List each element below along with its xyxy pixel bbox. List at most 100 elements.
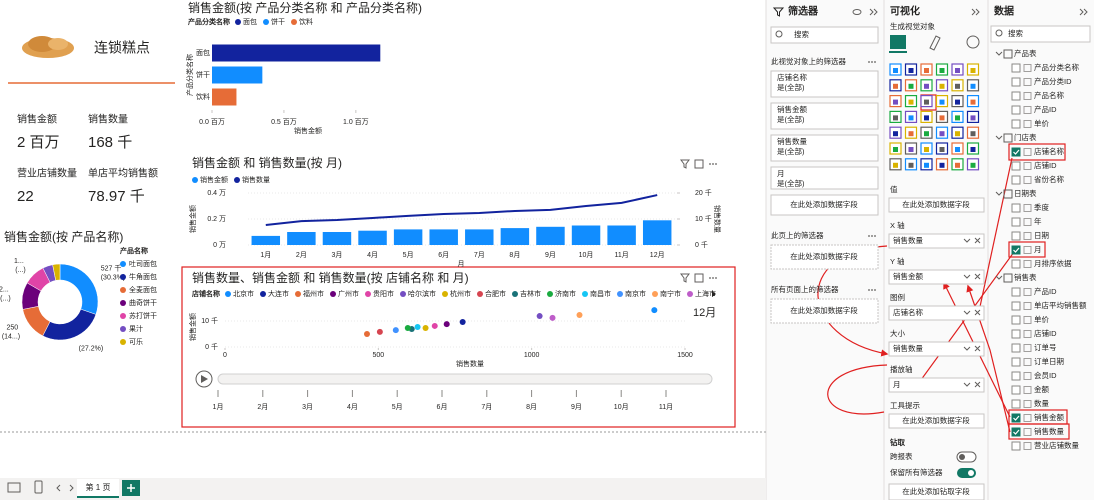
well-dropdown-icon[interactable]	[963, 382, 971, 387]
more-options-icon[interactable]	[712, 163, 714, 165]
page-tab[interactable]	[77, 479, 119, 498]
field-checkbox[interactable]	[1011, 287, 1021, 297]
field-checkbox[interactable]	[1011, 329, 1021, 339]
field-checkbox[interactable]	[1011, 259, 1021, 269]
field-name[interactable]: 产品名称	[1034, 90, 1064, 100]
more-options-icon[interactable]	[868, 235, 870, 237]
field-well[interactable]	[888, 233, 985, 249]
filter-card[interactable]	[770, 102, 879, 130]
more-options-icon[interactable]	[709, 163, 711, 165]
field-checkbox[interactable]	[1011, 413, 1021, 423]
field-well[interactable]	[888, 197, 985, 213]
expand-icon[interactable]	[995, 135, 1003, 140]
field-name[interactable]: 日期	[1034, 231, 1049, 240]
field-name[interactable]: 单店平均销售额	[1034, 300, 1087, 310]
well-remove-icon[interactable]	[974, 273, 981, 280]
more-options-icon[interactable]	[868, 61, 870, 63]
field-checkbox[interactable]	[1011, 217, 1021, 227]
field-name[interactable]: 月	[1034, 245, 1042, 254]
analytics-tab[interactable]	[966, 35, 980, 49]
visibility-icon[interactable]	[852, 9, 862, 15]
filter-icon[interactable]	[680, 159, 690, 169]
field-checkbox[interactable]	[1011, 357, 1021, 367]
more-options-icon[interactable]	[871, 61, 873, 63]
field-checkbox[interactable]	[1011, 147, 1021, 157]
field-name[interactable]: 省份名称	[1034, 174, 1064, 184]
field-checkbox[interactable]	[1011, 371, 1021, 381]
field-name[interactable]: 店铺名称	[1034, 146, 1064, 156]
field-checkbox[interactable]	[1011, 385, 1021, 395]
field-name[interactable]: 单价	[1034, 118, 1050, 128]
field-name[interactable]: 店铺ID	[1034, 328, 1057, 338]
field-checkbox[interactable]	[1011, 315, 1021, 325]
mobile-view-button[interactable]	[34, 480, 43, 494]
expand-icon[interactable]	[995, 275, 1003, 280]
field-checkbox[interactable]	[1011, 245, 1021, 255]
well-remove-icon[interactable]	[974, 345, 981, 352]
field-name[interactable]: 月排序依据	[1034, 258, 1072, 268]
field-well[interactable]	[888, 341, 985, 357]
field-well[interactable]	[888, 413, 985, 429]
field-checkbox[interactable]	[1011, 343, 1021, 353]
table-name[interactable]: 销售表	[1014, 272, 1037, 282]
focus-mode-icon[interactable]	[694, 159, 704, 169]
drop-zone[interactable]	[770, 298, 879, 324]
more-options-icon[interactable]	[715, 163, 717, 165]
field-name[interactable]: 产品ID	[1034, 104, 1057, 114]
more-options-icon[interactable]	[874, 289, 876, 291]
more-options-icon[interactable]	[715, 277, 717, 279]
field-name[interactable]: 订单号	[1034, 342, 1057, 352]
field-name[interactable]: 营业店铺数量	[1034, 440, 1079, 450]
field-well[interactable]	[888, 377, 985, 393]
expand-icon[interactable]	[995, 191, 1003, 196]
field-name[interactable]: 金额	[1034, 384, 1050, 394]
field-checkbox[interactable]	[1011, 63, 1021, 73]
field-checkbox[interactable]	[1011, 119, 1021, 129]
field-name[interactable]: 产品ID	[1034, 286, 1057, 296]
field-name[interactable]: 产品分类名称	[1034, 62, 1079, 72]
field-checkbox[interactable]	[1011, 91, 1021, 101]
more-options-icon[interactable]	[871, 289, 873, 291]
search-box[interactable]	[990, 25, 1091, 43]
field-name[interactable]: 数量	[1034, 398, 1050, 408]
field-name[interactable]: 销售金额	[1034, 412, 1064, 422]
field-well[interactable]	[888, 305, 985, 321]
field-checkbox[interactable]	[1011, 77, 1021, 87]
field-name[interactable]: 产品分类ID	[1034, 76, 1072, 86]
field-checkbox[interactable]	[1011, 175, 1021, 185]
field-checkbox[interactable]	[1011, 203, 1021, 213]
more-options-icon[interactable]	[868, 289, 870, 291]
field-well[interactable]	[888, 483, 985, 500]
filter-card[interactable]	[770, 166, 879, 190]
well-dropdown-icon[interactable]	[963, 346, 971, 351]
drop-zone[interactable]	[770, 194, 879, 216]
play-track[interactable]	[217, 373, 713, 385]
collapse-pane-icon[interactable]	[869, 8, 878, 16]
more-options-icon[interactable]	[874, 61, 876, 63]
page-tab-label[interactable]: 第 1 页	[86, 482, 111, 492]
field-checkbox[interactable]	[1011, 231, 1021, 241]
more-options-icon[interactable]	[712, 277, 714, 279]
table-name[interactable]: 产品表	[1014, 48, 1037, 58]
field-name[interactable]: 销售数量	[1034, 426, 1064, 436]
well-dropdown-icon[interactable]	[963, 274, 971, 279]
well-dropdown-icon[interactable]	[963, 238, 971, 243]
field-checkbox[interactable]	[1011, 427, 1021, 437]
field-checkbox[interactable]	[1011, 161, 1021, 171]
well-remove-icon[interactable]	[974, 309, 981, 316]
focus-mode-icon[interactable]	[694, 273, 704, 283]
well-remove-icon[interactable]	[974, 237, 981, 244]
field-well[interactable]	[888, 269, 985, 285]
expand-icon[interactable]	[995, 51, 1003, 56]
collapse-pane-icon[interactable]	[971, 8, 980, 16]
more-options-icon[interactable]	[709, 277, 711, 279]
filter-card[interactable]	[770, 70, 879, 98]
field-checkbox[interactable]	[1011, 399, 1021, 409]
desktop-view-button[interactable]	[7, 482, 21, 493]
field-name[interactable]: 店铺ID	[1034, 160, 1057, 170]
legend-scroll-arrow[interactable]	[712, 291, 716, 297]
more-options-icon[interactable]	[874, 235, 876, 237]
field-checkbox[interactable]	[1011, 105, 1021, 115]
well-remove-icon[interactable]	[974, 381, 981, 388]
field-checkbox[interactable]	[1011, 441, 1021, 451]
